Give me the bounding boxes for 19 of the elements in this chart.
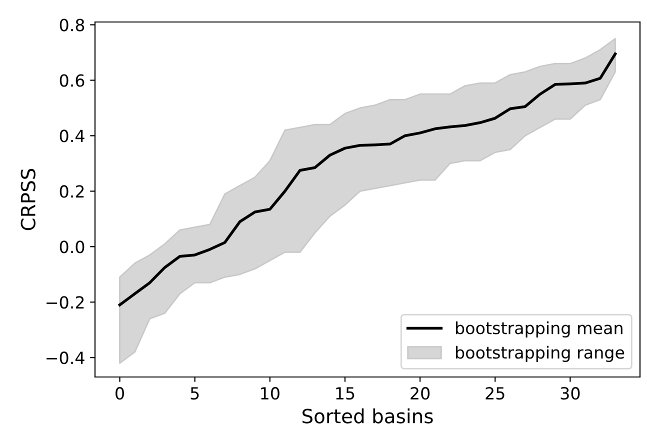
y-tick-label: 0.4: [60, 130, 84, 142]
y-tick-label: 0.0: [60, 240, 84, 254]
x-axis-title: Sorted basins: [302, 408, 433, 424]
x-tick-label: 5: [190, 387, 199, 400]
x-tick-label: 10: [261, 387, 280, 400]
y-tick-label: −0.2: [46, 296, 84, 309]
x-tick-label: 30: [560, 387, 580, 400]
y-tick-label: 0.8: [60, 18, 84, 32]
legend-label: bootstrapping mean: [456, 321, 622, 338]
x-tick-label: 25: [486, 387, 504, 400]
y-tick-label: 0.2: [60, 185, 84, 198]
line-series: [118, 52, 617, 306]
y-axis-title: CRPSS: [20, 168, 36, 230]
legend-label: bootstrapping range: [456, 346, 624, 362]
x-tick-label: 0: [116, 387, 124, 400]
x-tick-label: 20: [410, 387, 430, 400]
x-tick-label: 15: [336, 387, 354, 400]
y-tick-label: 0.6: [60, 74, 84, 87]
y-tick-label: −0.4: [46, 352, 84, 364]
